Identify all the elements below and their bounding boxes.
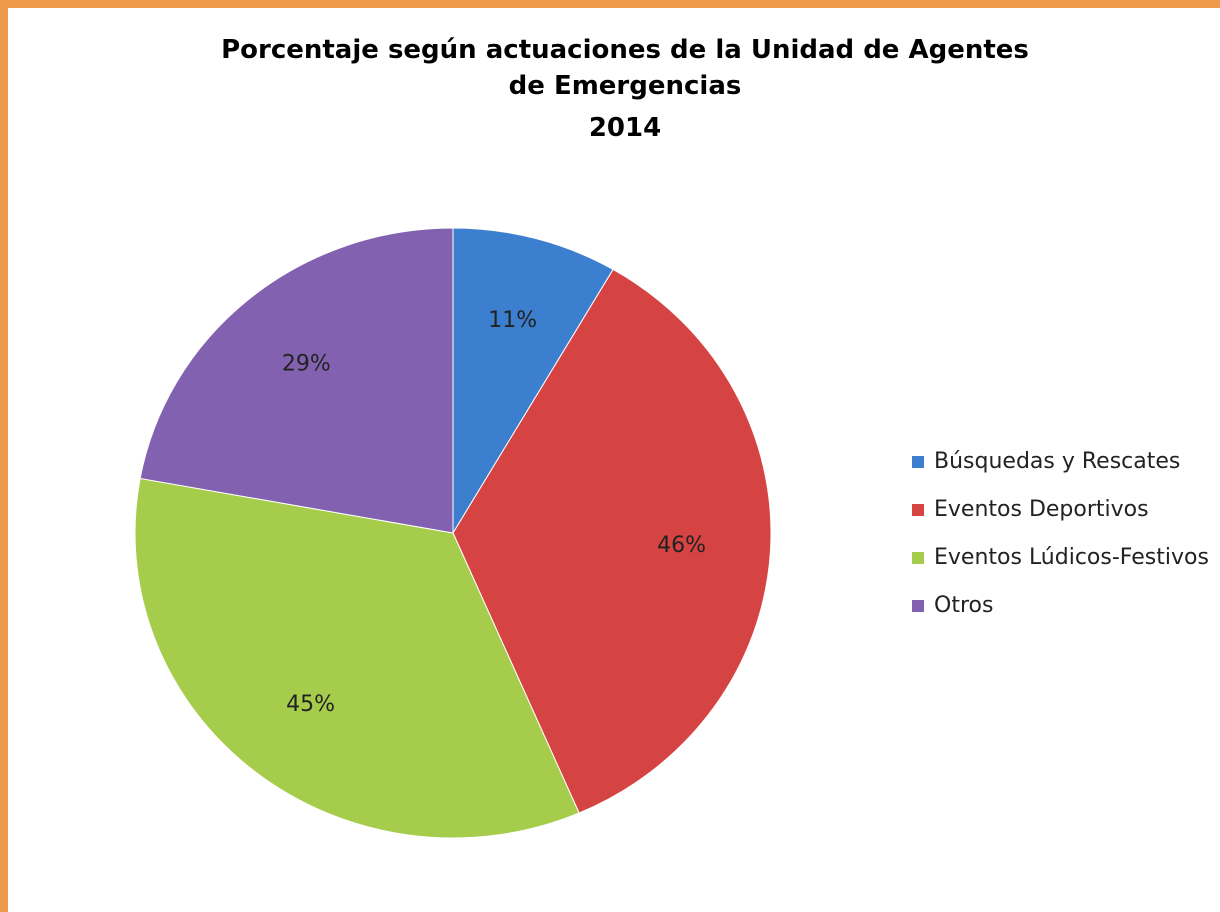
slice-label: 11% — [488, 308, 537, 333]
legend-swatch — [912, 504, 924, 516]
legend-label: Eventos Deportivos — [934, 497, 1149, 522]
legend-swatch — [912, 456, 924, 468]
pie-slice — [452, 268, 772, 814]
pie-slice — [452, 227, 614, 535]
legend-swatch — [912, 600, 924, 612]
chart-title: Porcentaje según actuaciones de la Unida… — [221, 35, 1029, 101]
chart-subtitle: 2014 — [588, 113, 662, 143]
legend-label: Eventos Lúdicos-Festivos — [934, 545, 1209, 570]
legend-label: Otros — [934, 593, 993, 618]
pie-slice — [139, 227, 454, 534]
slice-label: 29% — [282, 351, 331, 376]
legend-label: Búsquedas y Rescates — [934, 449, 1180, 474]
slice-label: 45% — [286, 692, 335, 717]
legend-swatch — [912, 552, 924, 564]
pie-slice — [134, 477, 580, 839]
slice-label: 46% — [657, 533, 706, 558]
